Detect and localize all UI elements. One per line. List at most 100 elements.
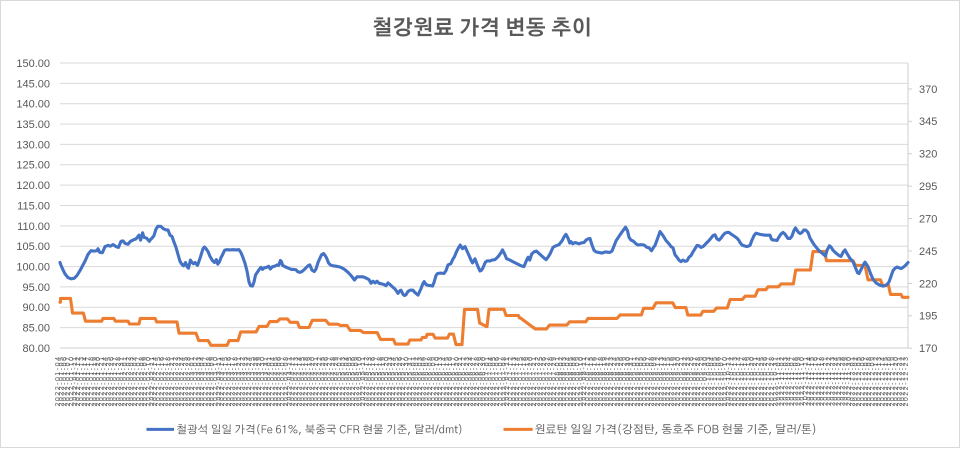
svg-text:2022-09-12: 2022-09-12 [655, 356, 662, 407]
svg-text:125.00: 125.00 [16, 160, 50, 172]
svg-text:2022-10-25: 2022-10-25 [759, 356, 766, 407]
svg-text:2022-07-22: 2022-07-22 [534, 356, 541, 407]
svg-text:2022-05-23: 2022-05-23 [387, 356, 394, 407]
svg-text:2022-08-04: 2022-08-04 [564, 356, 571, 407]
svg-text:2022-11-08: 2022-11-08 [792, 356, 799, 407]
svg-text:2022-03-08: 2022-03-08 [206, 356, 213, 407]
svg-text:2022-07-06: 2022-07-06 [494, 355, 501, 406]
svg-text:2022-05-11: 2022-05-11 [360, 356, 367, 407]
svg-text:2022-09-22: 2022-09-22 [682, 356, 689, 407]
svg-text:2022-11-01: 2022-11-01 [776, 356, 783, 407]
svg-text:2022-08-05: 2022-08-05 [568, 356, 575, 407]
svg-text:2022-07-19: 2022-07-19 [524, 356, 531, 407]
svg-text:2022-10-13: 2022-10-13 [732, 356, 739, 407]
svg-text:220: 220 [919, 278, 937, 290]
svg-text:2022-12-12: 2022-12-12 [873, 356, 880, 407]
svg-text:2022-01-06: 2022-01-06 [62, 356, 69, 407]
svg-text:2022-05-10: 2022-05-10 [357, 356, 364, 407]
svg-text:2022-12-06: 2022-12-06 [859, 356, 866, 407]
svg-text:2022-03-16: 2022-03-16 [226, 356, 233, 407]
svg-text:2022-06-14: 2022-06-14 [440, 356, 447, 407]
svg-text:2022-05-03: 2022-05-03 [340, 356, 347, 407]
svg-text:2022-09-27: 2022-09-27 [692, 356, 699, 407]
svg-text:2022-03-04: 2022-03-04 [199, 356, 206, 407]
svg-text:2022-11-09: 2022-11-09 [796, 356, 803, 407]
svg-text:2022-02-14: 2022-02-14 [152, 356, 159, 407]
svg-text:2022-03-24: 2022-03-24 [246, 356, 253, 407]
svg-text:2022-07-07: 2022-07-07 [497, 356, 504, 407]
svg-text:2022-03-03: 2022-03-03 [196, 356, 203, 407]
svg-text:2022-11-07: 2022-11-07 [789, 356, 796, 407]
svg-text:2022-02-03: 2022-02-03 [129, 356, 136, 407]
svg-text:2022-11-16: 2022-11-16 [813, 356, 820, 407]
svg-text:2022-08-23: 2022-08-23 [608, 356, 615, 407]
svg-text:2022-06-30: 2022-06-30 [481, 356, 488, 407]
svg-text:2022-08-24: 2022-08-24 [611, 356, 618, 407]
svg-text:2022-07-26: 2022-07-26 [541, 356, 548, 407]
svg-text:2022-03-31: 2022-03-31 [263, 356, 270, 407]
svg-text:2022-05-12: 2022-05-12 [363, 356, 370, 407]
svg-text:2022-12-15: 2022-12-15 [883, 356, 890, 407]
svg-text:2022-01-12: 2022-01-12 [75, 356, 82, 407]
svg-text:2022-04-01: 2022-04-01 [266, 356, 273, 407]
svg-text:2022-02-07: 2022-02-07 [135, 356, 142, 407]
svg-text:2022-05-18: 2022-05-18 [377, 356, 384, 407]
svg-text:2022-06-21: 2022-06-21 [457, 355, 464, 406]
svg-text:2022-06-17: 2022-06-17 [451, 356, 458, 407]
svg-text:2022-04-05: 2022-04-05 [273, 356, 280, 407]
svg-text:2022-10-27: 2022-10-27 [766, 356, 773, 407]
svg-text:2022-08-03: 2022-08-03 [561, 356, 568, 407]
svg-text:2022-09-06: 2022-09-06 [642, 356, 649, 407]
svg-text:2022-11-24: 2022-11-24 [833, 356, 840, 407]
svg-text:2022-12-14: 2022-12-14 [880, 356, 887, 407]
svg-text:2022-02-02: 2022-02-02 [125, 356, 132, 407]
svg-text:2022-04-22: 2022-04-22 [316, 356, 323, 407]
svg-text:2022-03-29: 2022-03-29 [256, 356, 263, 407]
svg-text:2022-01-13: 2022-01-13 [78, 356, 85, 407]
svg-text:2022-07-11: 2022-07-11 [504, 356, 511, 407]
svg-text:2022-01-26: 2022-01-26 [109, 356, 116, 407]
svg-text:2022-03-30: 2022-03-30 [259, 356, 266, 407]
svg-text:2022-01-28: 2022-01-28 [115, 356, 122, 407]
svg-text:2022-07-04: 2022-07-04 [487, 356, 494, 407]
svg-text:2022-09-26: 2022-09-26 [688, 356, 695, 407]
svg-text:2022-05-17: 2022-05-17 [373, 356, 380, 407]
svg-text:245: 245 [919, 246, 937, 258]
svg-text:2022-04-27: 2022-04-27 [326, 356, 333, 407]
svg-text:85.00: 85.00 [22, 323, 50, 335]
svg-text:2022-07-27: 2022-07-27 [544, 356, 551, 407]
svg-text:2022-06-29: 2022-06-29 [477, 356, 484, 407]
svg-text:2022-08-25: 2022-08-25 [615, 356, 622, 407]
svg-text:2022-02-18: 2022-02-18 [166, 356, 173, 407]
svg-text:2022-01-27: 2022-01-27 [112, 356, 119, 407]
svg-text:2022-06-10: 2022-06-10 [434, 356, 441, 407]
svg-text:2022-11-21: 2022-11-21 [823, 356, 830, 407]
svg-text:2022-10-05: 2022-10-05 [712, 356, 719, 407]
svg-text:2022-11-18: 2022-11-18 [819, 356, 826, 407]
svg-text:2022-09-08: 2022-09-08 [648, 356, 655, 407]
svg-text:2022-09-21: 2022-09-21 [678, 356, 685, 407]
svg-text:2022-09-02: 2022-09-02 [635, 356, 642, 407]
svg-text:2022-05-05: 2022-05-05 [347, 356, 354, 407]
svg-text:2022-05-13: 2022-05-13 [367, 356, 374, 407]
svg-text:80.00: 80.00 [22, 343, 50, 355]
svg-text:2022-08-22: 2022-08-22 [605, 356, 612, 407]
svg-text:2022-04-25: 2022-04-25 [320, 356, 327, 407]
svg-text:2022-10-03: 2022-10-03 [705, 356, 712, 407]
svg-text:370: 370 [919, 84, 937, 96]
svg-text:2022-05-04: 2022-05-04 [343, 356, 350, 407]
svg-text:2022-10-14: 2022-10-14 [735, 356, 742, 407]
svg-text:2022-07-01: 2022-07-01 [484, 356, 491, 407]
svg-text:2022-12-20: 2022-12-20 [893, 356, 900, 407]
svg-text:2022-09-07: 2022-09-07 [645, 356, 652, 407]
svg-text:2022-07-21: 2022-07-21 [531, 356, 538, 407]
svg-text:2022-08-26: 2022-08-26 [618, 356, 625, 407]
svg-text:2022-06-01: 2022-06-01 [410, 356, 417, 407]
svg-text:2022-05-26: 2022-05-26 [397, 356, 404, 407]
svg-text:2022-12-21: 2022-12-21 [896, 356, 903, 407]
svg-text:2022-08-08: 2022-08-08 [571, 356, 578, 407]
svg-text:2022-07-14: 2022-07-14 [514, 356, 521, 407]
svg-text:105.00: 105.00 [16, 241, 50, 253]
svg-text:2022-03-11: 2022-03-11 [216, 356, 223, 407]
svg-text:2022-10-20: 2022-10-20 [749, 356, 756, 407]
